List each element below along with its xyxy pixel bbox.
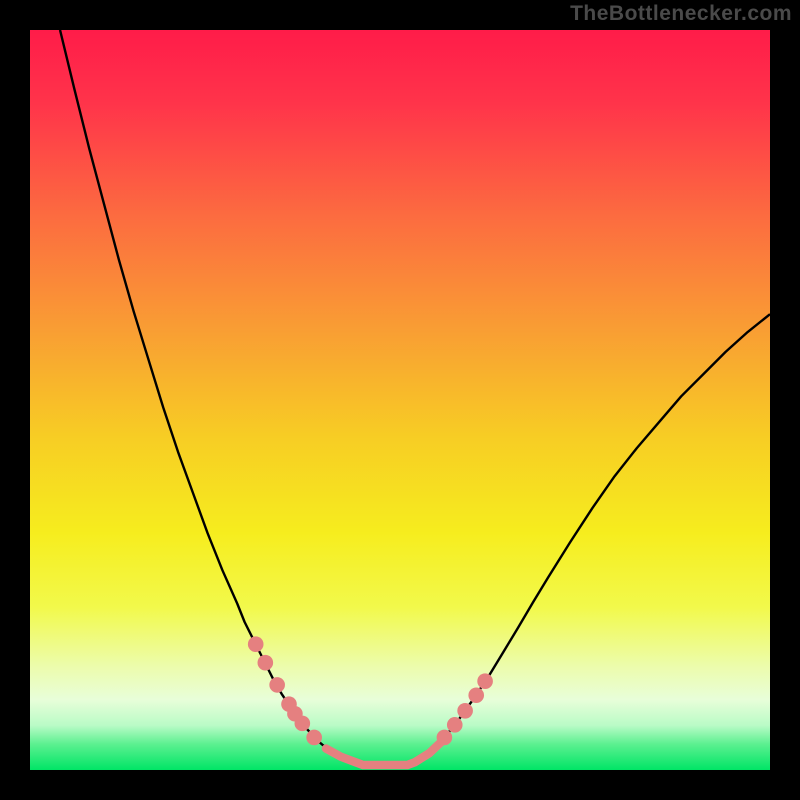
curve-right bbox=[407, 314, 770, 765]
highlight-dot bbox=[269, 677, 285, 693]
highlight-dot bbox=[447, 717, 463, 733]
chart-svg bbox=[0, 0, 800, 800]
highlight-dot bbox=[437, 730, 453, 746]
highlight-dot bbox=[248, 636, 264, 652]
highlight-dot bbox=[258, 655, 274, 671]
highlight-dot bbox=[468, 687, 484, 703]
curve-left bbox=[60, 30, 363, 765]
highlight-dot bbox=[477, 673, 493, 689]
highlight-dot bbox=[457, 703, 473, 719]
chart-container: TheBottlenecker.com bbox=[0, 0, 800, 800]
highlight-dot bbox=[295, 716, 311, 732]
watermark-text: TheBottlenecker.com bbox=[570, 2, 792, 26]
curve-bottom-highlight bbox=[326, 739, 444, 765]
highlight-dot bbox=[306, 730, 322, 746]
